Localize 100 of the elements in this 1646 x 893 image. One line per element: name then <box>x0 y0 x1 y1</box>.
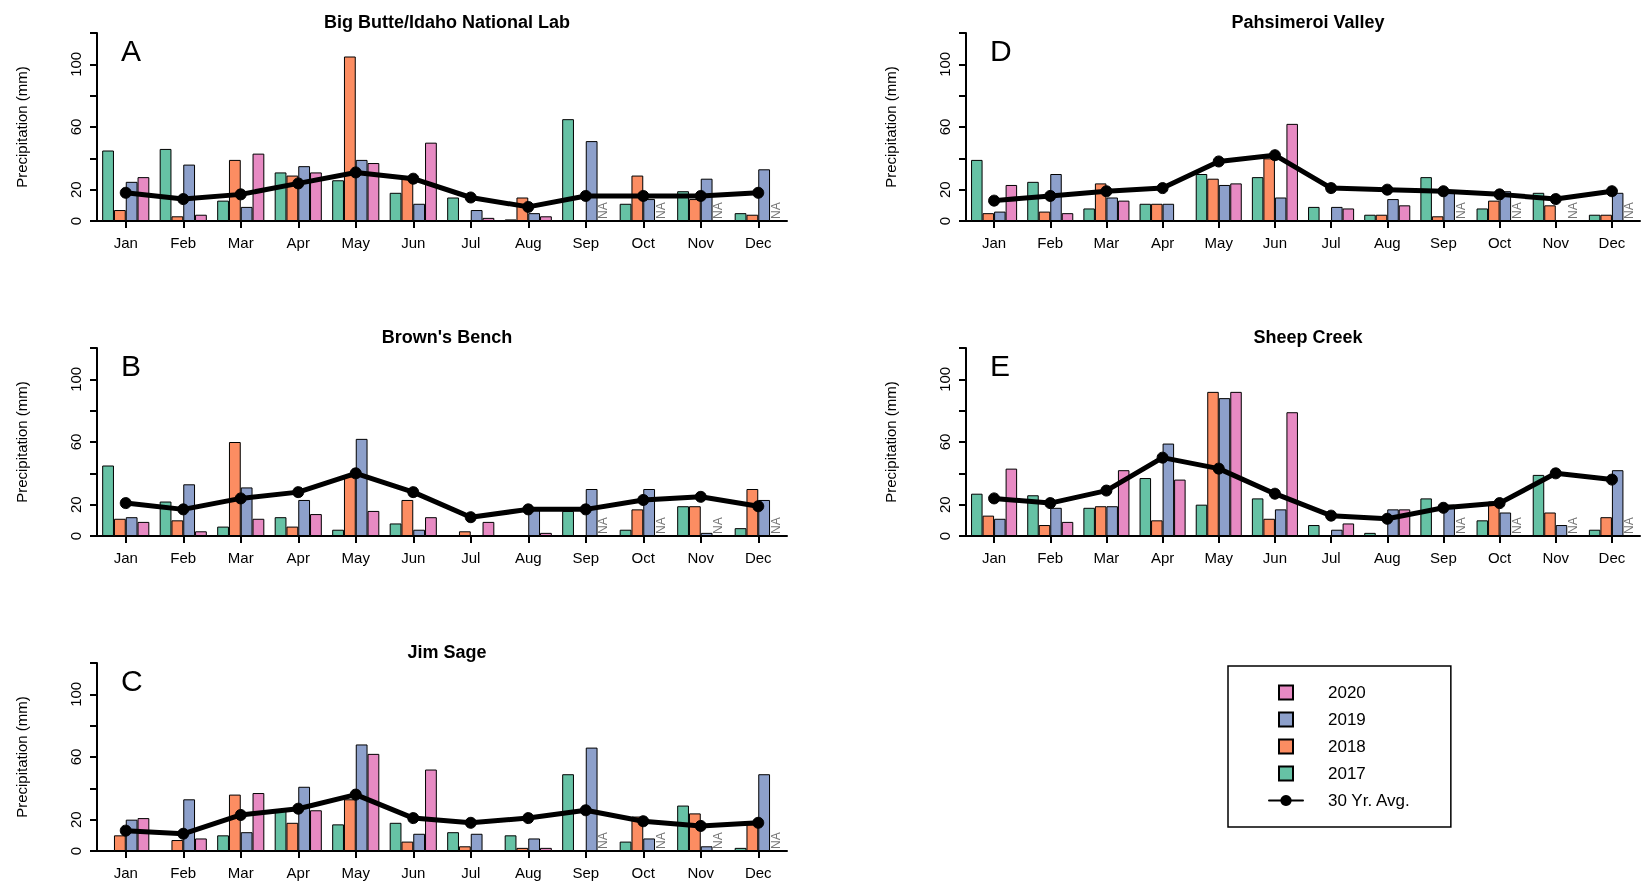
point <box>694 189 707 202</box>
x-tick-label: Feb <box>1037 549 1064 566</box>
y-axis-title: Precipitation (mm) <box>13 381 30 503</box>
x-tick-label: Apr <box>1150 234 1175 251</box>
x-tick-label: Feb <box>1037 234 1064 251</box>
x-tick-label: May <box>341 234 371 251</box>
point <box>1549 193 1562 206</box>
x-tick-label: Oct <box>1487 234 1513 251</box>
x-tick-label: Aug <box>514 234 542 251</box>
point <box>1268 149 1281 162</box>
point <box>694 819 707 832</box>
point <box>119 824 132 837</box>
point <box>464 191 477 204</box>
point <box>522 200 535 213</box>
x-tick-label: May <box>1204 234 1234 251</box>
x-tick-label: Oct <box>1487 549 1513 566</box>
annotation: NA <box>1509 517 1524 534</box>
point <box>234 808 247 821</box>
x-tick-label: Jun <box>401 864 426 881</box>
x-tick-label: Mar <box>1093 234 1120 251</box>
point <box>464 511 477 524</box>
y-tick-label: 20 <box>936 496 953 514</box>
point <box>349 788 362 801</box>
point <box>1156 182 1169 195</box>
point <box>522 503 535 516</box>
x-tick-label: Aug <box>514 864 542 881</box>
annotation: C <box>121 663 143 697</box>
point <box>988 194 1001 207</box>
point <box>1605 185 1618 198</box>
annotation: NA <box>1566 202 1581 219</box>
point <box>1156 451 1169 464</box>
point <box>1437 501 1450 514</box>
chart-title: Big Butte/Idaho National Lab <box>324 12 570 32</box>
point <box>177 193 190 206</box>
y-axis-title: Precipitation (mm) <box>13 66 30 188</box>
x-tick-label: Mar <box>227 234 254 251</box>
y-tick-label: 60 <box>67 118 84 136</box>
y-tick-label: 100 <box>936 51 953 77</box>
x-tick-label: Jul <box>1321 549 1341 566</box>
y-tick-label: 60 <box>936 118 953 136</box>
point <box>1493 188 1506 201</box>
point <box>752 500 765 513</box>
legend-label: 2020 <box>1328 683 1366 702</box>
point <box>1605 473 1618 486</box>
x-tick-label: Apr <box>286 549 310 566</box>
point <box>637 493 650 506</box>
y-tick-label: 100 <box>936 366 953 392</box>
point <box>637 815 650 828</box>
y-tick-label: 20 <box>67 811 84 829</box>
x-tick-label: Jan <box>113 864 138 881</box>
point <box>1437 185 1450 198</box>
x-tick-label: Apr <box>1150 549 1175 566</box>
point <box>694 490 707 503</box>
x-tick-label: Dec <box>1598 234 1626 251</box>
x-tick-label: Dec <box>744 549 773 566</box>
point <box>292 486 305 499</box>
point <box>579 503 592 516</box>
x-tick-label: May <box>341 549 371 566</box>
annotation: NA <box>1453 202 1468 219</box>
chart-title: Brown's Bench <box>381 327 513 347</box>
x-tick-label: Mar <box>227 549 254 566</box>
annotation: NA <box>1453 517 1468 534</box>
chart-title: Sheep Creek <box>1253 327 1364 347</box>
x-tick-label: Nov <box>1542 549 1570 566</box>
annotation: NA <box>711 517 726 534</box>
x-tick-label: Dec <box>744 864 773 881</box>
x-tick-label: Jan <box>113 549 138 566</box>
x-tick-label: Jul <box>461 234 481 251</box>
point <box>292 802 305 815</box>
y-axis-title: Precipitation (mm) <box>13 696 30 818</box>
x-tick-label: Jul <box>461 549 481 566</box>
x-tick-label: Apr <box>286 234 310 251</box>
legend-label: 2017 <box>1328 764 1366 783</box>
point <box>1493 497 1506 510</box>
x-tick-label: Sep <box>1430 549 1457 566</box>
point <box>177 827 190 840</box>
point <box>407 172 420 185</box>
annotation: NA <box>653 202 668 219</box>
annotation: NA <box>596 832 611 849</box>
point <box>119 186 132 199</box>
x-tick-label: Dec <box>1598 549 1626 566</box>
point <box>349 467 362 480</box>
x-tick-label: Feb <box>170 549 197 566</box>
point <box>579 189 592 202</box>
annotation: NA <box>653 832 668 849</box>
x-tick-label: Jan <box>981 549 1007 566</box>
x-tick-label: Jul <box>1321 234 1341 251</box>
x-tick-label: Aug <box>514 549 542 566</box>
point <box>1044 189 1057 202</box>
annotation: NA <box>1509 202 1524 219</box>
x-tick-label: Oct <box>631 864 656 881</box>
x-tick-label: Aug <box>1373 549 1401 566</box>
chart-title: Jim Sage <box>407 642 487 662</box>
annotation: NA <box>768 202 783 219</box>
point <box>407 812 420 825</box>
point <box>1100 484 1113 497</box>
y-tick-label: 60 <box>936 433 953 451</box>
y-tick-label: 0 <box>67 531 84 541</box>
annotation: NA <box>1622 517 1637 534</box>
point <box>522 812 535 825</box>
